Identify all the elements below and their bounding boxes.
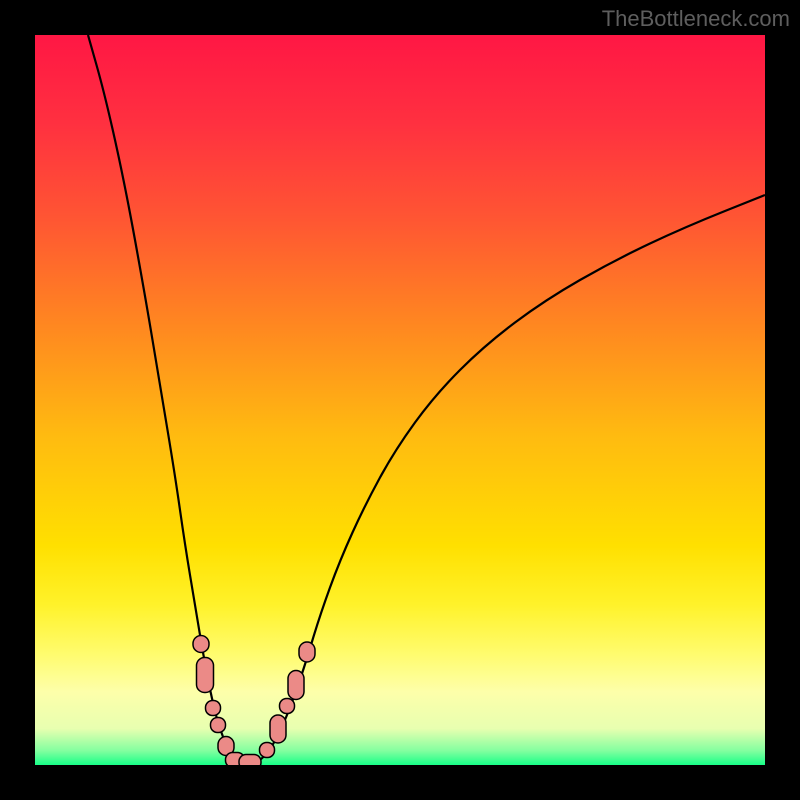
- marker-point: [206, 701, 221, 716]
- watermark-text: TheBottleneck.com: [602, 6, 790, 32]
- plot-area: [35, 35, 765, 765]
- marker-point: [280, 699, 295, 714]
- marker-point: [239, 755, 261, 766]
- curve-layer: [35, 35, 765, 765]
- marker-point: [211, 718, 226, 733]
- markers-group: [193, 636, 315, 766]
- marker-point: [260, 743, 275, 758]
- marker-point: [197, 658, 214, 693]
- marker-point: [270, 715, 286, 743]
- marker-point: [193, 636, 209, 653]
- marker-point: [299, 642, 315, 662]
- marker-point: [288, 671, 304, 700]
- bottleneck-curve: [88, 35, 765, 765]
